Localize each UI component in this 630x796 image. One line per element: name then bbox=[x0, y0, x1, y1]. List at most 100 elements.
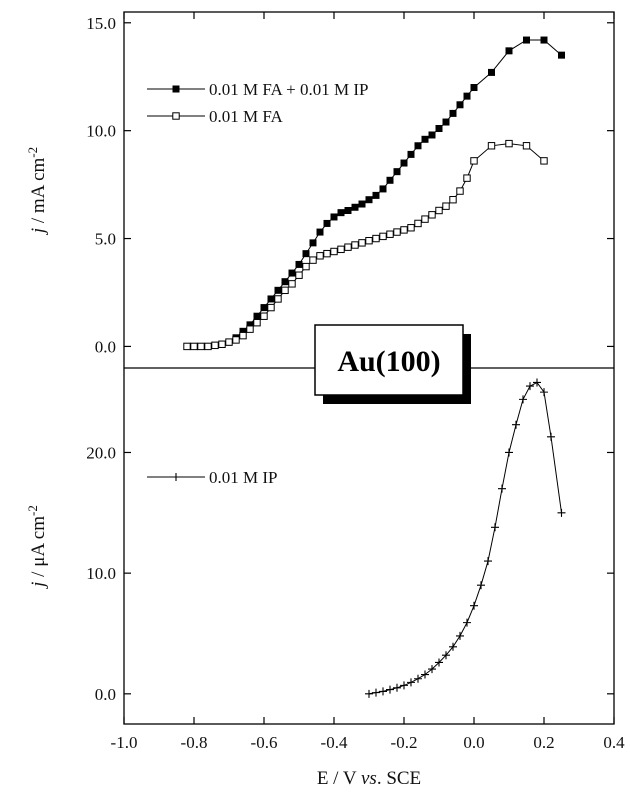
data-point bbox=[540, 157, 548, 165]
data-point bbox=[400, 159, 408, 167]
data-point bbox=[309, 256, 317, 264]
data-point bbox=[295, 271, 303, 279]
data-point bbox=[172, 112, 180, 120]
legend-label: 0.01 M FA bbox=[209, 107, 284, 126]
data-point bbox=[365, 689, 373, 698]
data-point bbox=[302, 250, 310, 258]
top-panel: 0.05.010.015.0j / mA cm-20.01 M FA + 0.0… bbox=[25, 11, 615, 725]
data-point bbox=[488, 68, 495, 76]
top-y-axis-title: j / mA cm-2 bbox=[25, 147, 49, 236]
data-point bbox=[365, 196, 373, 204]
data-point bbox=[421, 215, 429, 223]
bottom-y-axis-title-sup: -2 bbox=[25, 505, 40, 516]
top-y-axis-title-text: / mA cm bbox=[28, 157, 49, 227]
data-point bbox=[414, 142, 422, 150]
x-axis-title-post: . SCE bbox=[377, 768, 421, 789]
data-point bbox=[351, 203, 359, 211]
data-point bbox=[407, 224, 415, 232]
data-point bbox=[218, 340, 226, 348]
data-point bbox=[288, 269, 296, 277]
legend-label: 0.01 M FA + 0.01 M IP bbox=[209, 80, 368, 99]
data-point bbox=[449, 642, 457, 651]
top-y-axis-title-italic: j bbox=[28, 228, 49, 236]
data-point bbox=[558, 51, 565, 59]
data-point bbox=[379, 687, 387, 696]
data-point bbox=[379, 232, 387, 241]
bottom-y-axis-title-italic: j bbox=[28, 582, 49, 590]
data-point bbox=[557, 508, 566, 517]
x-axis-title-pre: E / V bbox=[317, 768, 361, 789]
data-point bbox=[519, 395, 527, 404]
data-point bbox=[323, 219, 331, 227]
data-point bbox=[407, 150, 415, 158]
data-point bbox=[281, 278, 289, 286]
data-point bbox=[372, 688, 380, 697]
data-point bbox=[505, 448, 513, 457]
data-point bbox=[253, 318, 261, 327]
xtick-label: -0.6 bbox=[251, 733, 278, 752]
badge-label: Au(100) bbox=[337, 345, 440, 378]
bottom-y-axis-title: j / μA cm-2 bbox=[25, 505, 49, 590]
data-point bbox=[386, 230, 394, 238]
data-point bbox=[197, 342, 205, 351]
bottom-ytick-label: 0.0 bbox=[95, 685, 116, 704]
data-point bbox=[463, 92, 471, 100]
bottom-panel: 0.0 10.0 20.0 -1.0 -0.8 -0.6 -0.4 -0.2 0.0 0.2 0.4… bbox=[25, 378, 625, 789]
data-point bbox=[428, 211, 436, 219]
data-point bbox=[484, 557, 492, 566]
data-point bbox=[428, 665, 436, 674]
data-point bbox=[442, 202, 450, 210]
data-point bbox=[540, 36, 548, 44]
data-point bbox=[456, 631, 464, 640]
data-point bbox=[414, 219, 422, 228]
top-ytick-label: 10.0 bbox=[86, 122, 116, 141]
data-point bbox=[456, 101, 464, 109]
data-point bbox=[372, 234, 380, 243]
data-point bbox=[442, 651, 450, 660]
au100-badge: Au(100) bbox=[314, 324, 471, 404]
data-point bbox=[393, 683, 401, 692]
xtick-label: -1.0 bbox=[111, 733, 138, 752]
data-point bbox=[211, 341, 219, 350]
data-point bbox=[393, 228, 401, 236]
data-point bbox=[523, 36, 530, 44]
data-point bbox=[330, 247, 338, 256]
x-axis-title: E / V vs. SCE bbox=[317, 768, 421, 789]
data-point bbox=[253, 312, 261, 320]
data-point bbox=[239, 331, 247, 340]
data-point bbox=[491, 523, 499, 532]
data-point bbox=[358, 239, 366, 247]
legend-label: 0.01 M IP bbox=[209, 468, 277, 487]
data-point bbox=[260, 312, 268, 320]
top-ytick-label: 5.0 bbox=[95, 230, 116, 249]
data-point bbox=[288, 280, 296, 288]
data-point bbox=[302, 262, 310, 271]
data-point bbox=[386, 685, 394, 694]
data-point bbox=[344, 206, 352, 214]
data-point bbox=[232, 336, 240, 344]
data-point bbox=[470, 601, 478, 610]
xtick-label: 0.2 bbox=[533, 733, 554, 752]
data-point bbox=[470, 84, 478, 92]
xtick-label: 0.4 bbox=[603, 733, 625, 752]
data-point bbox=[526, 382, 534, 391]
data-point bbox=[190, 342, 198, 351]
x-axis-title-italic: vs bbox=[361, 768, 377, 789]
data-point bbox=[456, 187, 464, 195]
data-point bbox=[487, 142, 496, 150]
data-point bbox=[505, 139, 513, 148]
data-point bbox=[477, 581, 485, 590]
data-point bbox=[379, 185, 387, 193]
bottom-ytick-label: 10.0 bbox=[86, 564, 116, 583]
data-point bbox=[260, 304, 268, 312]
data-point bbox=[414, 674, 422, 683]
data-point bbox=[246, 321, 254, 329]
data-point bbox=[344, 243, 352, 251]
data-point bbox=[428, 131, 436, 139]
bottom-ytick-label: 20.0 bbox=[86, 443, 116, 462]
data-point bbox=[309, 239, 317, 247]
data-point bbox=[505, 47, 513, 55]
data-point bbox=[351, 241, 359, 249]
data-point bbox=[330, 213, 338, 221]
